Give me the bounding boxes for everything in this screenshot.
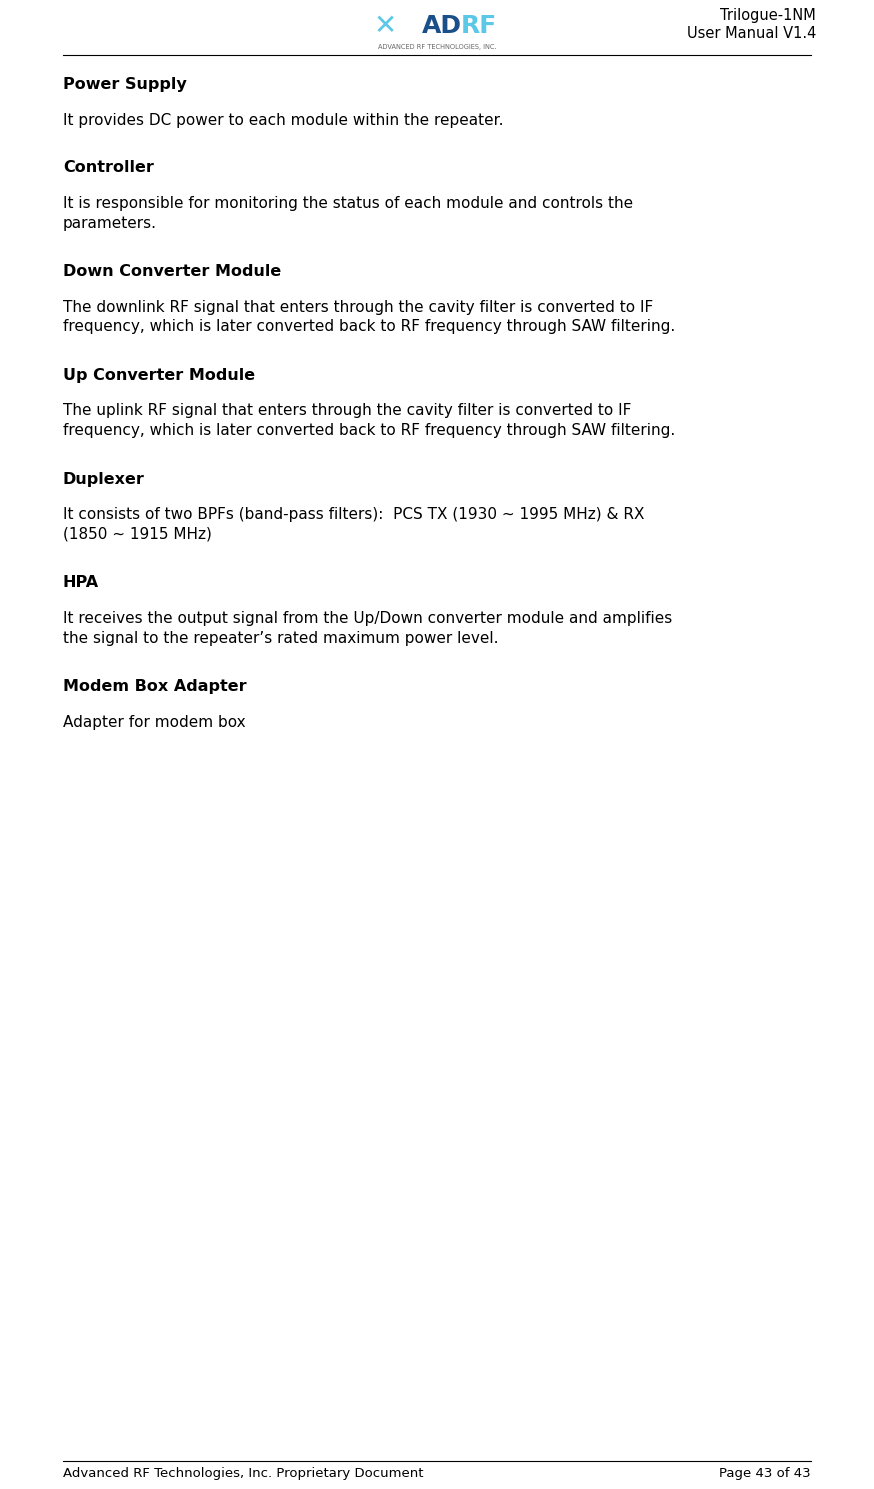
Text: Trilogue-1NM: Trilogue-1NM [720, 7, 816, 22]
Text: User Manual V1.4: User Manual V1.4 [687, 25, 816, 40]
Text: Modem Box Adapter: Modem Box Adapter [63, 679, 246, 694]
Text: ADVANCED RF TECHNOLOGIES, INC.: ADVANCED RF TECHNOLOGIES, INC. [378, 45, 496, 51]
Text: RF: RF [461, 13, 497, 39]
Text: It receives the output signal from the Up/Down converter module and amplifies
th: It receives the output signal from the U… [63, 610, 672, 646]
Text: ✕: ✕ [373, 12, 397, 40]
Text: AD: AD [422, 13, 462, 39]
Text: It provides DC power to each module within the repeater.: It provides DC power to each module with… [63, 113, 503, 128]
Text: Adapter for modem box: Adapter for modem box [63, 715, 246, 730]
Text: The downlink RF signal that enters through the cavity filter is converted to IF
: The downlink RF signal that enters throu… [63, 299, 676, 335]
Text: Down Converter Module: Down Converter Module [63, 264, 281, 278]
Text: Page 43 of 43: Page 43 of 43 [719, 1467, 811, 1480]
Text: Advanced RF Technologies, Inc. Proprietary Document: Advanced RF Technologies, Inc. Proprieta… [63, 1467, 424, 1480]
Text: It consists of two BPFs (band-pass filters):  PCS TX (1930 ~ 1995 MHz) & RX
(185: It consists of two BPFs (band-pass filte… [63, 508, 644, 542]
Text: The uplink RF signal that enters through the cavity filter is converted to IF
fr: The uplink RF signal that enters through… [63, 404, 676, 438]
Text: Power Supply: Power Supply [63, 77, 187, 92]
Text: HPA: HPA [63, 575, 99, 591]
Text: Up Converter Module: Up Converter Module [63, 368, 255, 383]
Text: It is responsible for monitoring the status of each module and controls the
para: It is responsible for monitoring the sta… [63, 195, 633, 231]
Text: Controller: Controller [63, 161, 154, 176]
Text: Duplexer: Duplexer [63, 472, 145, 487]
